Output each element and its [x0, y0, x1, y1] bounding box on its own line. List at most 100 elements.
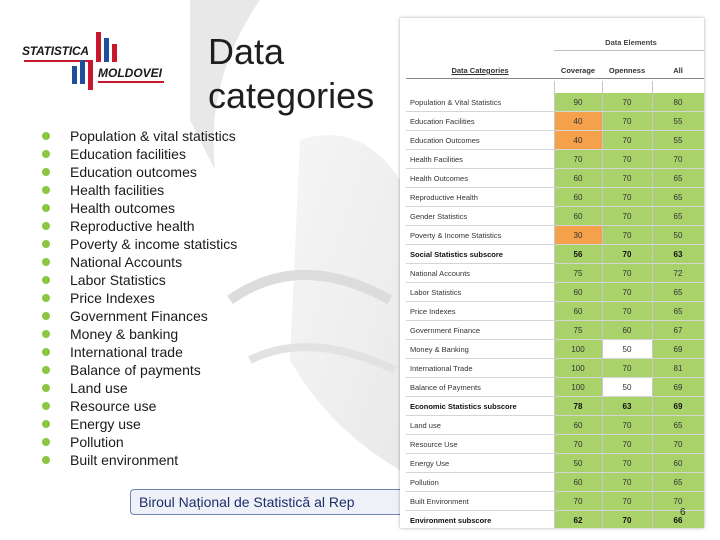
footer-banner: Biroul Național de Statistică al Rep — [130, 489, 421, 515]
table-row: Poverty & Income Statistics 30 70 50 — [400, 226, 704, 245]
footer-text: Biroul Național de Statistică al Rep — [139, 494, 355, 510]
row-label: Health Facilities — [410, 155, 463, 164]
category-item: Education outcomes — [42, 163, 237, 181]
cell-all: 69 — [652, 378, 704, 397]
cell-all: 55 — [652, 112, 704, 131]
statistica-moldovei-logo: STATISTICA MOLDOVEI — [18, 30, 168, 94]
table-row: Education Outcomes 40 70 55 — [400, 131, 704, 150]
cell-all: 65 — [652, 283, 704, 302]
cell-all: 72 — [652, 264, 704, 283]
cell-all: 69 — [652, 397, 704, 416]
category-item: Built environment — [42, 451, 237, 469]
cell-openness: 70 — [602, 435, 652, 454]
cell-openness: 70 — [602, 302, 652, 321]
cell-coverage: 30 — [554, 226, 602, 245]
row-separator — [406, 491, 704, 492]
row-label: Economic Statistics subscore — [410, 402, 517, 411]
cell-coverage: 75 — [554, 321, 602, 340]
row-separator — [406, 149, 704, 150]
row-label: Gender Statistics — [410, 212, 468, 221]
row-separator — [406, 434, 704, 435]
table-row: Built Environment 70 70 70 — [400, 492, 704, 511]
row-separator — [406, 244, 704, 245]
category-item: Money & banking — [42, 325, 237, 343]
row-label: Labor Statistics — [410, 288, 462, 297]
category-item: Reproductive health — [42, 217, 237, 235]
cell-openness: 70 — [602, 245, 652, 264]
category-item: Poverty & income statistics — [42, 235, 237, 253]
row-label: Social Statistics subscore — [410, 250, 503, 259]
row-separator — [406, 206, 704, 207]
cell-all: 67 — [652, 321, 704, 340]
cell-all: 60 — [652, 454, 704, 473]
logo-text-top: STATISTICA — [22, 44, 89, 58]
column-divider — [602, 81, 603, 528]
row-label: Energy Use — [410, 459, 450, 468]
row-label: Land use — [410, 421, 441, 430]
table-row: Price Indexes 60 70 65 — [400, 302, 704, 321]
row-separator — [406, 472, 704, 473]
cell-openness: 70 — [602, 226, 652, 245]
cell-all: 69 — [652, 340, 704, 359]
cell-openness: 70 — [602, 264, 652, 283]
cell-openness: 70 — [602, 416, 652, 435]
category-item: Health facilities — [42, 181, 237, 199]
table-row: Health Outcomes 60 70 65 — [400, 169, 704, 188]
row-label: International Trade — [410, 364, 473, 373]
cell-coverage: 40 — [554, 112, 602, 131]
category-list: Population & vital statistics Education f… — [42, 127, 237, 469]
cell-openness: 70 — [602, 283, 652, 302]
row-separator — [406, 453, 704, 454]
cell-coverage: 40 — [554, 131, 602, 150]
row-label: Reproductive Health — [410, 193, 478, 202]
cell-coverage: 56 — [554, 245, 602, 264]
cell-all: 65 — [652, 188, 704, 207]
category-item: Resource use — [42, 397, 237, 415]
cell-all: 65 — [652, 302, 704, 321]
column-divider — [554, 81, 555, 528]
row-label: Health Outcomes — [410, 174, 468, 183]
table-row: Gender Statistics 60 70 65 — [400, 207, 704, 226]
header-divider — [554, 50, 704, 51]
table-row: Balance of Payments 100 50 69 — [400, 378, 704, 397]
table-row: Health Facilities 70 70 70 — [400, 150, 704, 169]
table-row: Pollution 60 70 65 — [400, 473, 704, 492]
row-label: Built Environment — [410, 497, 469, 506]
cell-coverage: 60 — [554, 283, 602, 302]
cell-coverage: 100 — [554, 340, 602, 359]
cell-all: 65 — [652, 416, 704, 435]
page-title: Data categories — [208, 31, 375, 116]
cell-openness: 70 — [602, 150, 652, 169]
cell-coverage: 50 — [554, 454, 602, 473]
cell-openness: 63 — [602, 397, 652, 416]
row-separator — [406, 111, 704, 112]
cell-openness: 70 — [602, 511, 652, 528]
cell-openness: 60 — [602, 321, 652, 340]
col-header-all: All — [673, 66, 683, 75]
table-header: Data Elements Data Categories Coverage O… — [400, 18, 704, 81]
row-label: Education Outcomes — [410, 136, 480, 145]
cell-coverage: 60 — [554, 188, 602, 207]
cell-openness: 50 — [602, 340, 652, 359]
cell-openness: 70 — [602, 169, 652, 188]
cell-all: 70 — [652, 150, 704, 169]
category-item: Energy use — [42, 415, 237, 433]
cell-all: 50 — [652, 226, 704, 245]
page-number: 6 — [680, 507, 686, 518]
logo-text-bottom: MOLDOVEI — [98, 66, 163, 80]
cell-all: 65 — [652, 207, 704, 226]
cell-openness: 70 — [602, 359, 652, 378]
col-header-categories: Data Categories — [451, 66, 509, 75]
table-row: Environment subscore 62 70 66 — [400, 511, 704, 528]
category-item: Health outcomes — [42, 199, 237, 217]
cell-coverage: 78 — [554, 397, 602, 416]
logo-mark-icon — [72, 32, 117, 90]
table-row: Economic Statistics subscore 78 63 69 — [400, 397, 704, 416]
row-label: Environment subscore — [410, 516, 492, 525]
column-divider — [652, 81, 653, 528]
row-separator — [406, 320, 704, 321]
data-elements-table: Data Elements Data Categories Coverage O… — [400, 18, 704, 528]
row-label: National Accounts — [410, 269, 471, 278]
category-item: Education facilities — [42, 145, 237, 163]
row-separator — [406, 301, 704, 302]
